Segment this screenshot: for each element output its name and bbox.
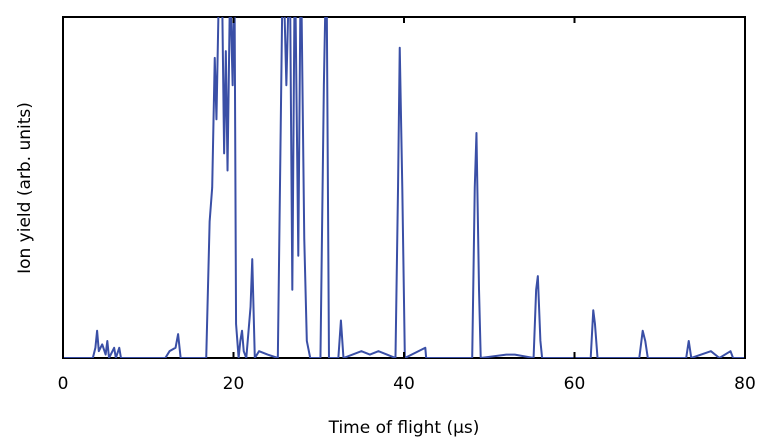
y-axis-label: Ion yield (arb. units) bbox=[15, 102, 35, 274]
x-axis-label: Time of flight (μs) bbox=[328, 418, 480, 438]
x-tick-label: 20 bbox=[223, 374, 245, 394]
data-line bbox=[63, 17, 745, 358]
x-tick-label: 40 bbox=[393, 374, 415, 394]
plot-area bbox=[63, 17, 745, 358]
x-tick-label: 60 bbox=[564, 374, 586, 394]
x-tick-label: 80 bbox=[734, 374, 756, 394]
x-tick-label: 0 bbox=[58, 374, 69, 394]
